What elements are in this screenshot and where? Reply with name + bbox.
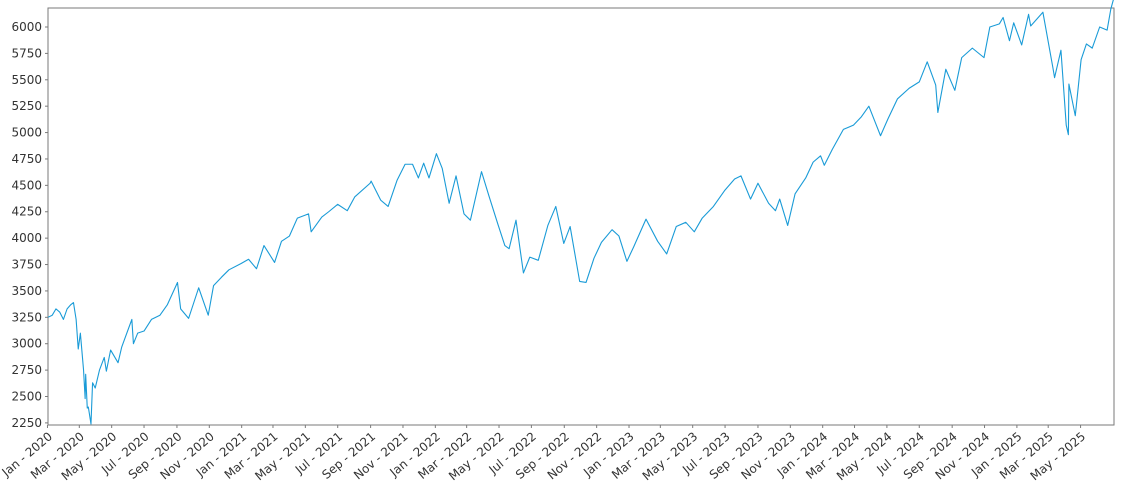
y-tick-label: 2250 bbox=[11, 416, 42, 430]
y-tick-label: 5250 bbox=[11, 99, 42, 113]
y-axis: 2250 2500 2750 3000 3250 3500 3750 4000 4250 4500… bbox=[11, 20, 48, 430]
y-tick-label: 4750 bbox=[11, 152, 42, 166]
y-tick-label: 6000 bbox=[11, 20, 42, 34]
y-tick-label: 3250 bbox=[11, 310, 42, 324]
y-tick-label: 4000 bbox=[11, 231, 42, 245]
y-tick-label: 3500 bbox=[11, 284, 42, 298]
y-tick-label: 5500 bbox=[11, 73, 42, 87]
plot-area bbox=[47, 7, 1115, 426]
y-tick-label: 3750 bbox=[11, 258, 42, 272]
y-tick-label: 5000 bbox=[11, 126, 42, 140]
y-tick-label: 3000 bbox=[11, 337, 42, 351]
series-layer bbox=[47, 0, 1114, 425]
y-tick-label: 4500 bbox=[11, 178, 42, 192]
y-tick-label: 5750 bbox=[11, 46, 42, 60]
series-line bbox=[47, 0, 1114, 425]
y-tick-label: 2500 bbox=[11, 389, 42, 403]
y-tick-label: 4250 bbox=[11, 205, 42, 219]
y-tick-label: 2750 bbox=[11, 363, 42, 377]
